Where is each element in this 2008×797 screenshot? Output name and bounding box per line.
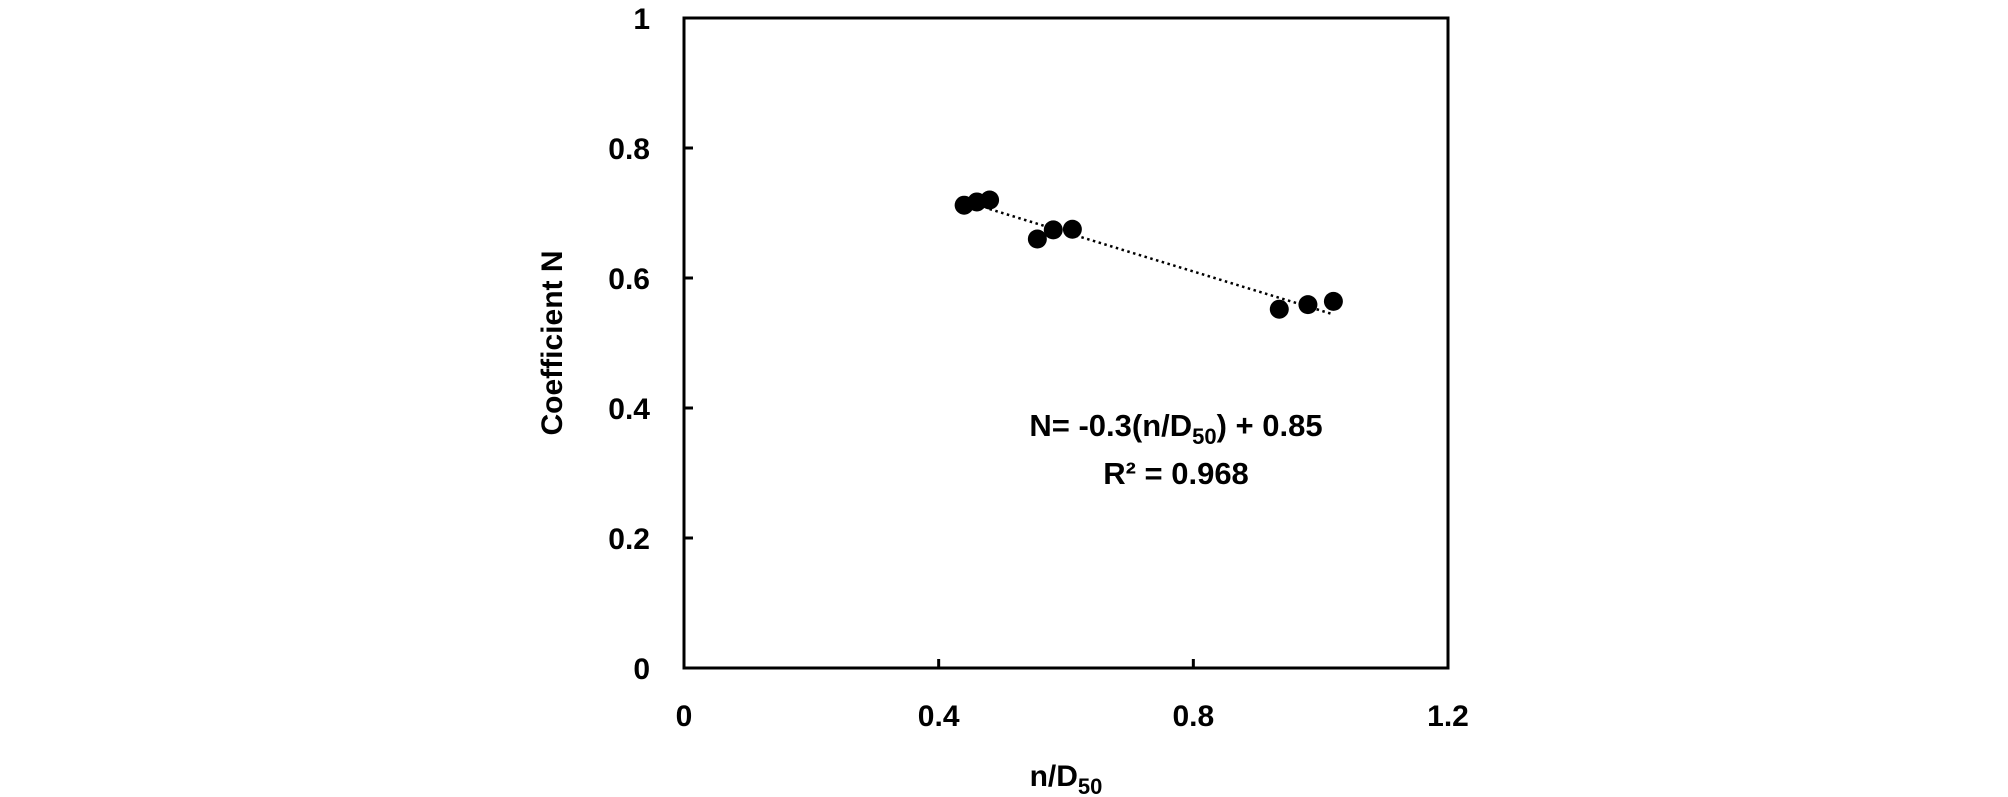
data-point — [1269, 299, 1289, 319]
trendline-equation: N= -0.3(n/D50) + 0.85 — [1029, 408, 1322, 449]
data-points — [954, 190, 1343, 319]
data-point — [980, 190, 1000, 210]
y-tick-label: 0.2 — [608, 523, 650, 556]
y-axis-ticks: 0 0.2 0.4 0.6 0.8 1 — [608, 3, 693, 686]
data-point — [1027, 229, 1047, 249]
r-squared-label: R² = 0.968 — [1103, 456, 1249, 491]
y-tick-label: 0.8 — [608, 133, 650, 166]
y-tick-label: 0 — [633, 653, 650, 686]
x-tick-label: 0.4 — [918, 700, 960, 733]
data-point — [1043, 220, 1063, 240]
y-tick-label: 0.4 — [608, 393, 650, 426]
data-point — [1323, 291, 1343, 311]
y-axis-title: Coefficient N — [536, 250, 569, 435]
y-tick-label: 1 — [633, 3, 650, 36]
plot-area — [682, 16, 1450, 670]
x-axis-title: n/D50 — [1030, 760, 1103, 797]
x-tick-label: 0.8 — [1172, 700, 1214, 733]
data-point — [1298, 295, 1318, 315]
data-point — [1062, 219, 1082, 239]
x-tick-label: 0 — [676, 700, 693, 733]
y-tick-label: 0.6 — [608, 263, 650, 296]
x-tick-label: 1.2 — [1427, 700, 1469, 733]
x-axis-ticks: 0 0.4 0.8 1.2 — [676, 659, 1469, 733]
